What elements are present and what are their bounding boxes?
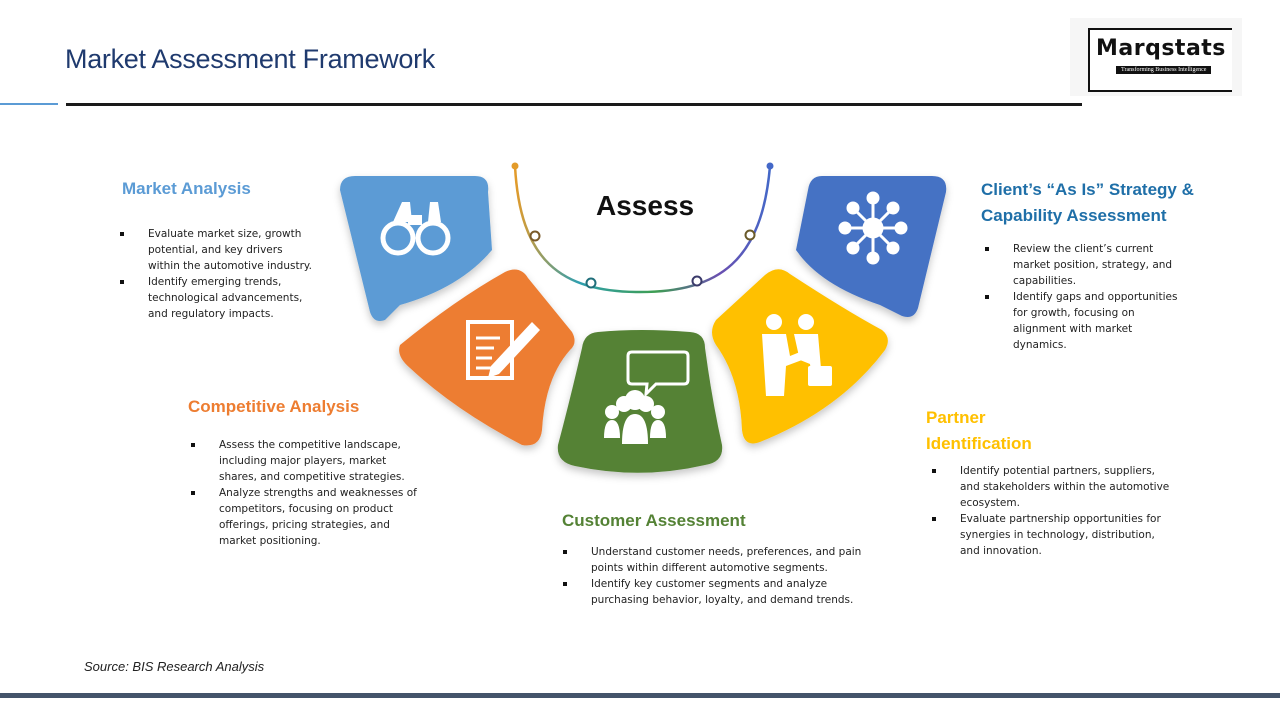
footer-bar xyxy=(0,693,1280,698)
header-rule xyxy=(66,103,1082,106)
market-analysis-title: Market Analysis xyxy=(122,179,251,198)
arc-node xyxy=(691,275,703,287)
logo-wordmark: Marqstats xyxy=(1096,36,1226,61)
company-logo: Marqstats Transforming Business Intellig… xyxy=(1070,18,1242,96)
title-line: Capability Assessment xyxy=(981,206,1167,225)
page-title: Market Assessment Framework xyxy=(65,44,435,74)
title-line: Client’s “As Is” Strategy & xyxy=(981,180,1194,199)
center-label: Assess xyxy=(596,190,695,221)
assess-arc xyxy=(513,165,772,294)
arc-node xyxy=(529,230,541,242)
market-analysis-points: Evaluate market size, growth potential, … xyxy=(118,226,316,322)
group-chat-icon xyxy=(604,350,690,444)
partner-identification-title: Partner Identification xyxy=(926,405,1032,457)
header-accent-rule xyxy=(0,103,58,105)
customer-assessment-points: Understand customer needs, preferences, … xyxy=(561,544,881,608)
title-line: Partner xyxy=(926,408,986,427)
list-item: Identify gaps and opportunities for grow… xyxy=(983,289,1189,353)
binoculars-icon xyxy=(380,202,451,256)
list-item: Identify potential partners, suppliers, … xyxy=(930,463,1170,511)
partner-identification-points: Identify potential partners, suppliers, … xyxy=(930,463,1170,559)
client-strategy-title: Client’s “As Is” Strategy & Capability A… xyxy=(981,177,1194,229)
list-item: Analyze strengths and weaknesses of comp… xyxy=(189,485,421,549)
document-pen-icon xyxy=(466,320,540,380)
client-strategy-points: Review the client’s current market posit… xyxy=(983,241,1189,353)
network-hub-icon xyxy=(838,191,908,265)
market-analysis-shape xyxy=(340,176,492,321)
list-item: Identify emerging trends, technological … xyxy=(118,274,316,322)
competitive-analysis-title: Competitive Analysis xyxy=(188,397,360,416)
arc-node xyxy=(744,229,756,241)
list-item: Evaluate market size, growth potential, … xyxy=(118,226,316,274)
arc-end-dot xyxy=(766,162,774,170)
handshake-icon xyxy=(762,314,832,396)
customer-assessment-title: Customer Assessment xyxy=(562,511,746,530)
list-item: Review the client’s current market posit… xyxy=(983,241,1189,289)
logo-tagline: Transforming Business Intelligence xyxy=(1116,66,1212,74)
source-note: Source: BIS Research Analysis xyxy=(84,659,265,674)
competitive-analysis-points: Assess the competitive landscape, includ… xyxy=(189,437,421,549)
list-item: Understand customer needs, preferences, … xyxy=(561,544,881,576)
list-item: Identify key customer segments and analy… xyxy=(561,576,881,608)
title-line: Identification xyxy=(926,434,1032,453)
client-strategy-shape xyxy=(796,176,947,317)
list-item: Evaluate partnership opportunities for s… xyxy=(930,511,1170,559)
arc-end-dot xyxy=(511,162,519,170)
logo-frame: Marqstats Transforming Business Intellig… xyxy=(1088,28,1232,92)
list-item: Assess the competitive landscape, includ… xyxy=(189,437,421,485)
arc-node xyxy=(585,277,597,289)
